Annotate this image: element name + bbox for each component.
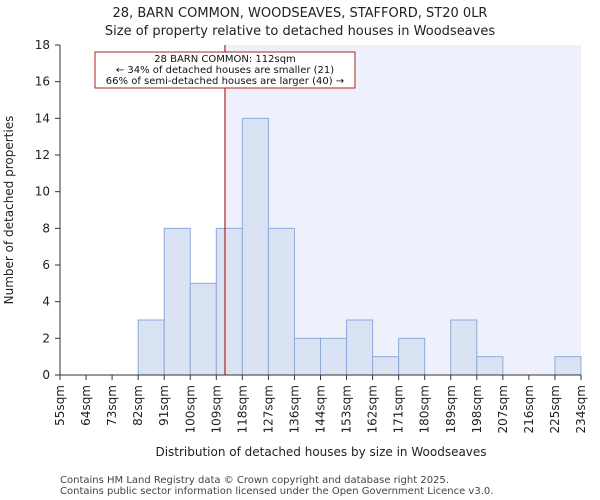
annotation-line-1: 28 BARN COMMON: 112sqm	[154, 54, 296, 65]
y-axis-ticks: 0 2 4 6 8 10 12 14 16 18	[35, 38, 60, 382]
footer-line-1: Contains HM Land Registry data © Crown c…	[60, 475, 449, 486]
bar-189sqm	[450, 319, 478, 376]
annotation-frame	[94, 51, 356, 89]
footer-line-2: Contains public sector information licen…	[60, 486, 493, 497]
bar-118sqm	[241, 117, 269, 376]
bar-225sqm	[554, 356, 582, 376]
x-tick-label: 198sqm	[470, 385, 484, 433]
x-tick-label: 162sqm	[366, 385, 380, 433]
x-tick-label: 64sqm	[79, 385, 93, 426]
x-tick-label: 171sqm	[392, 385, 406, 433]
chart-title: 28, BARN COMMON, WOODSEAVES, STAFFORD, S…	[113, 6, 488, 21]
bar-127sqm	[267, 227, 295, 376]
x-axis-ticks: 55sqm 64sqm 73sqm 82sqm 91sqm 100sqm 109sqm 118…	[53, 375, 588, 433]
x-tick-label: 127sqm	[261, 385, 275, 433]
x-tick-label: 55sqm	[53, 385, 67, 426]
bars-group	[137, 117, 582, 376]
x-tick-label: 73sqm	[105, 385, 119, 426]
x-tick-label: 136sqm	[287, 385, 301, 433]
x-tick-label: 180sqm	[418, 385, 432, 433]
x-tick-label: 109sqm	[209, 385, 223, 433]
y-axis-label: Number of detached properties	[2, 116, 16, 305]
annotation-line-2: ← 34% of detached houses are smaller (21…	[116, 65, 334, 76]
x-tick-label: 82sqm	[131, 385, 145, 426]
x-tick-label: 91sqm	[157, 385, 171, 426]
bar-91sqm	[163, 227, 191, 376]
x-axis-label: Distribution of detached houses by size …	[155, 445, 486, 459]
bar-144sqm	[320, 337, 348, 376]
x-tick-label: 144sqm	[314, 385, 328, 433]
x-tick-label: 225sqm	[548, 385, 562, 433]
annotation-line-3: 66% of semi-detached houses are larger (…	[106, 76, 344, 87]
y-tick-label: 2	[42, 331, 50, 345]
bar-100sqm	[189, 282, 217, 376]
y-tick-label: 10	[35, 185, 50, 199]
x-tick-label: 234sqm	[574, 385, 588, 433]
bar-109sqm	[215, 227, 243, 376]
y-tick-label: 18	[35, 38, 50, 52]
x-tick-label: 118sqm	[235, 385, 249, 433]
chart-subtitle: Size of property relative to detached ho…	[105, 24, 495, 39]
y-tick-label: 12	[35, 148, 50, 162]
bar-136sqm	[293, 337, 322, 376]
annotation-box: 28 BARN COMMON: 112sqm ← 34% of detached…	[94, 51, 356, 89]
x-tick-label: 207sqm	[496, 385, 510, 433]
x-tick-label: 189sqm	[444, 385, 458, 433]
y-tick-label: 4	[42, 295, 50, 309]
x-tick-label: 216sqm	[522, 385, 536, 433]
bar-198sqm	[476, 356, 504, 376]
bar-171sqm	[398, 337, 426, 376]
bar-162sqm	[372, 356, 400, 376]
y-tick-label: 14	[35, 111, 50, 125]
y-tick-label: 6	[42, 258, 50, 272]
bar-82sqm	[137, 319, 165, 376]
y-tick-label: 8	[42, 221, 50, 235]
bar-153sqm	[346, 319, 374, 376]
x-tick-label: 100sqm	[183, 385, 197, 433]
y-tick-label: 0	[42, 368, 50, 382]
x-tick-label: 153sqm	[340, 385, 354, 433]
y-tick-label: 16	[35, 75, 50, 89]
